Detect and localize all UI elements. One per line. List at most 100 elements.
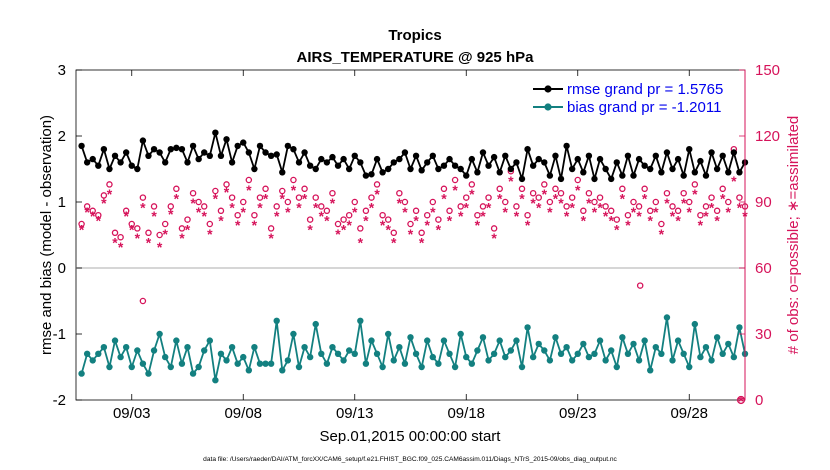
assimilated-obs-marker: * [330,195,336,211]
rmse-point [624,152,632,159]
assimilated-obs-marker: * [413,213,419,229]
assimilated-obs-marker: * [335,226,341,242]
rmse-point [669,165,676,173]
assimilated-obs-marker: * [179,230,185,246]
bias-point [418,363,425,371]
bias-point [245,367,253,374]
possible-obs-marker [379,211,386,219]
possible-obs-marker [167,203,175,210]
assimilated-obs-marker: * [358,235,364,251]
assimilated-obs-marker: * [670,208,676,224]
possible-obs-marker [206,220,214,228]
rmse-point [290,146,297,153]
assimilated-obs-marker: * [737,199,743,215]
possible-obs-marker [161,220,169,228]
chart-title: Tropics [388,27,441,44]
assimilated-obs-marker: * [714,213,720,229]
x-tick-label: 09/18 [447,405,485,422]
rmse-point [334,162,342,169]
rmse-point [78,142,85,150]
rmse-point [435,165,442,173]
assimilated-obs-marker: * [608,213,614,229]
possible-obs-marker [239,198,247,206]
possible-obs-marker [212,187,219,195]
bias-point [184,344,191,351]
bias-point [385,330,392,338]
assimilated-obs-marker: * [319,208,325,224]
rmse-point [591,175,598,183]
rmse-point [485,162,492,169]
bias-point [401,360,409,367]
bias-point [591,350,598,357]
possible-obs-marker [457,203,464,210]
bias-point [440,337,448,344]
rmse-point [686,146,693,153]
assimilated-obs-marker: * [291,182,297,198]
rmse-point [100,146,108,153]
possible-obs-marker [111,229,119,237]
rmse-point [630,172,637,179]
bias-point [262,360,269,367]
possible-obs-marker [396,189,403,197]
rmse-point [546,172,554,179]
rmse-point [273,151,280,158]
assimilated-obs-marker: * [263,191,269,207]
rmse-point [217,152,225,159]
assimilated-obs-marker: * [151,208,157,224]
bias-point [351,350,358,357]
assimilated-obs-marker: * [592,204,598,220]
rmse-point [329,153,336,161]
bias-point [563,344,570,351]
assimilated-obs-marker: * [486,199,492,215]
bias-point [284,357,292,364]
rmse-point [412,152,420,159]
rmse-point [730,149,738,156]
assimilated-obs-marker: * [341,221,347,237]
bias-line [80,317,746,381]
assimilated-obs-marker: * [90,208,96,224]
y-right-tick-label: 0 [755,392,763,409]
bias-point [139,360,147,367]
rmse-point [691,169,699,176]
possible-obs-marker [245,176,253,184]
bias-point [368,337,375,344]
assimilated-obs-marker: * [257,199,263,215]
possible-obs-marker [485,194,492,201]
assimilated-obs-marker: * [157,239,163,255]
possible-obs-marker [122,207,130,215]
y-right-tick-label: 150 [755,62,780,79]
assimilated-obs-marker: * [659,226,665,242]
possible-obs-marker [641,185,648,193]
bias-point [574,350,581,357]
possible-obs-marker [580,207,587,215]
assimilated-obs-marker: * [146,235,152,251]
rmse-point [563,142,570,150]
rmse-point [351,152,358,159]
bias-point [318,350,325,357]
bias-point [674,337,682,344]
possible-obs-marker [658,220,665,228]
assimilated-obs-marker: * [135,230,141,246]
assimilated-obs-marker: * [558,195,564,211]
possible-obs-marker [184,216,191,223]
possible-obs-marker [156,231,163,239]
assimilated-obs-marker: * [241,204,247,220]
possible-obs-marker [602,203,609,210]
assimilated-obs-marker: * [302,191,308,207]
assimilated-obs-marker: * [129,221,135,237]
footnote: data file: /Users/raeder/DAI/ATM_forcXX/… [203,456,617,463]
possible-obs-marker [557,189,565,197]
bias-point [435,360,442,367]
possible-obs-marker [95,211,102,219]
bias-point [134,347,141,354]
bias-point [407,334,414,341]
legend-rmse-marker [544,85,552,93]
possible-obs-marker [295,194,303,201]
possible-obs-marker [535,194,542,201]
possible-obs-marker [619,185,626,193]
possible-obs-marker [646,207,654,215]
assimilated-obs-marker: * [207,226,213,242]
rmse-point [284,142,292,150]
bias-point [474,347,481,354]
rmse-point [295,159,303,166]
